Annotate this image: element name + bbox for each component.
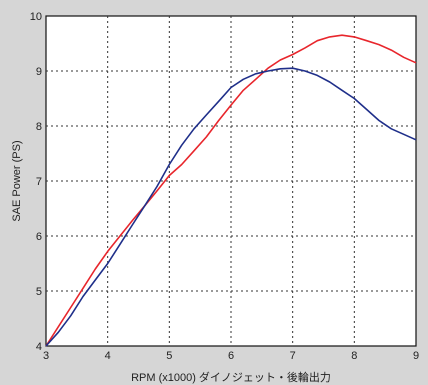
x-tick-label: 3: [43, 350, 49, 362]
y-tick-label: 5: [36, 286, 42, 298]
grid: [46, 16, 416, 346]
x-tick-label: 6: [228, 350, 234, 362]
y-tick-labels: 4 5 6 7 8 9 10: [30, 11, 42, 353]
x-tick-labels: 3 4 5 6 7 8 9: [43, 350, 419, 362]
x-axis-title: RPM (x1000) ダイノジェット・後輪出力: [131, 370, 331, 384]
series-line-1: [45, 34, 417, 347]
y-tick-label: 6: [36, 231, 42, 243]
y-axis-title: SAE Power (PS): [11, 140, 23, 221]
x-tick-label: 4: [105, 350, 111, 362]
series-layer: [45, 34, 417, 347]
y-tick-label: 9: [36, 66, 42, 78]
series-line-2: [45, 67, 417, 347]
x-tick-label: 7: [290, 350, 296, 362]
x-tick-label: 9: [413, 350, 419, 362]
x-tick-label: 8: [351, 350, 357, 362]
y-tick-label: 4: [36, 341, 42, 353]
y-tick-label: 10: [30, 11, 42, 23]
x-tick-label: 5: [166, 350, 172, 362]
y-tick-label: 7: [36, 176, 42, 188]
y-tick-label: 8: [36, 121, 42, 133]
